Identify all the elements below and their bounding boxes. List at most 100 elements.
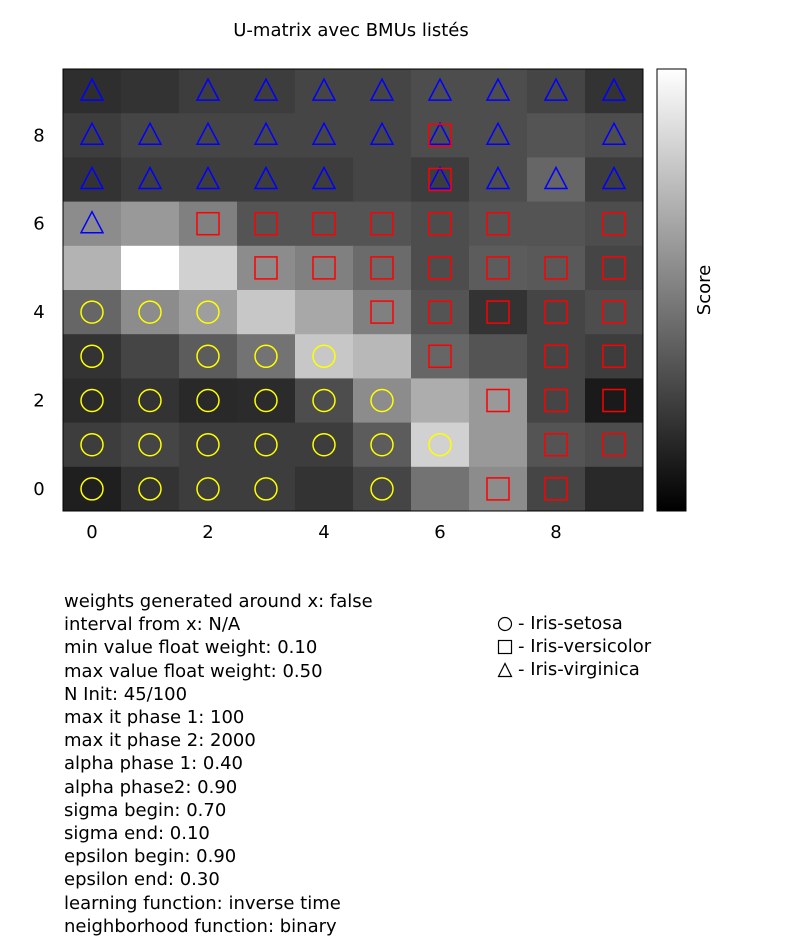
setosa-marker xyxy=(138,477,162,501)
virginica-marker xyxy=(601,165,627,190)
heatmap-cell xyxy=(527,290,586,335)
virginica-marker xyxy=(601,121,627,146)
heatmap-cell xyxy=(179,157,238,203)
versicolor-marker xyxy=(486,300,510,324)
heatmap-cell xyxy=(527,334,586,379)
heatmap-cell xyxy=(585,422,644,468)
heatmap-cell xyxy=(237,422,296,468)
colorbar-label: Score xyxy=(694,265,715,315)
setosa-marker xyxy=(254,477,278,501)
heatmap-cell xyxy=(295,69,354,114)
heatmap-cell xyxy=(585,157,644,203)
heatmap-cell xyxy=(411,69,470,114)
versicolor-marker xyxy=(312,256,336,280)
setosa-marker xyxy=(254,388,278,413)
heatmap-cell xyxy=(527,466,586,512)
heatmap-cell xyxy=(353,422,412,468)
heatmap-cell xyxy=(121,378,180,424)
setosa-marker xyxy=(312,344,336,369)
versicolor-marker xyxy=(602,211,626,236)
x-tick-label: 0 xyxy=(86,522,97,543)
heatmap-cell xyxy=(411,422,470,468)
versicolor-marker xyxy=(486,211,510,236)
versicolor-marker xyxy=(428,123,452,148)
heatmap-cell xyxy=(411,201,470,247)
parameter-line: alpha phase 1: 0.40 xyxy=(64,753,243,775)
heatmap-cell xyxy=(121,69,180,114)
heatmap-cell xyxy=(411,378,470,424)
heatmap-cell xyxy=(527,69,586,114)
heatmap-cell xyxy=(411,334,470,379)
setosa-marker xyxy=(80,388,104,413)
versicolor-marker xyxy=(602,300,626,324)
versicolor-marker xyxy=(196,211,220,236)
legend: - Iris-setosa - Iris-versicolor - Iris-vir… xyxy=(497,612,651,682)
versicolor-marker xyxy=(544,344,568,369)
virginica-marker xyxy=(543,77,569,101)
heatmap-cell xyxy=(237,157,296,203)
heatmap-cell xyxy=(411,157,470,203)
heatmap-cell xyxy=(121,201,180,247)
setosa-marker xyxy=(254,432,278,457)
virginica-marker xyxy=(369,77,395,101)
heatmap-cell xyxy=(353,334,412,379)
heatmap-cell xyxy=(295,113,354,158)
heatmap-cell xyxy=(295,334,354,379)
heatmap-cell xyxy=(585,378,644,424)
versicolor-marker xyxy=(370,300,394,324)
heatmap-cell xyxy=(469,245,528,291)
setosa-marker xyxy=(196,344,220,369)
legend-item-square: - Iris-versicolor xyxy=(497,635,651,658)
versicolor-marker xyxy=(486,388,510,413)
y-tick-label: 6 xyxy=(33,214,44,235)
setosa-marker xyxy=(80,477,104,501)
setosa-marker xyxy=(312,432,336,457)
heatmap-cell xyxy=(179,290,238,335)
heatmap-cell xyxy=(237,334,296,379)
heatmap-cell xyxy=(469,69,528,114)
setosa-marker xyxy=(80,300,104,324)
versicolor-marker xyxy=(602,344,626,369)
heatmap-cell xyxy=(179,334,238,379)
heatmap-cell xyxy=(237,466,296,512)
setosa-marker xyxy=(196,477,220,501)
heatmap-cell xyxy=(411,290,470,335)
heatmap-cell xyxy=(63,245,122,291)
heatmap-cell xyxy=(237,113,296,158)
legend-item-triangle: - Iris-virginica xyxy=(497,658,651,681)
virginica-marker xyxy=(195,77,221,101)
heatmap-cell xyxy=(469,334,528,379)
setosa-marker xyxy=(196,300,220,324)
heatmap-cell xyxy=(527,157,586,203)
heatmap-cell xyxy=(295,201,354,247)
setosa-marker xyxy=(196,388,220,413)
heatmap-cell xyxy=(295,466,354,512)
setosa-marker xyxy=(370,388,394,413)
colorbar xyxy=(656,68,687,512)
heatmap-cell xyxy=(179,113,238,158)
heatmap-cell xyxy=(585,113,644,158)
bmu-markers xyxy=(79,77,627,501)
heatmap-cell xyxy=(353,69,412,114)
parameters-list: weights generated around x: false interva… xyxy=(64,590,373,938)
heatmap-cell xyxy=(63,157,122,203)
heatmap-cell xyxy=(353,378,412,424)
parameter-line: epsilon begin: 0.90 xyxy=(64,846,237,868)
y-tick-label: 0 xyxy=(33,479,44,500)
legend-label: - Iris-virginica xyxy=(518,659,640,681)
heatmap-cell xyxy=(63,201,122,247)
circle-icon xyxy=(497,616,513,631)
heatmap-cell xyxy=(237,290,296,335)
heatmap-cell xyxy=(179,245,238,291)
heatmap-cell xyxy=(237,378,296,424)
heatmap-cell xyxy=(63,113,122,158)
parameter-line: weights generated around x: false xyxy=(64,591,373,612)
heatmap-cell xyxy=(121,245,180,291)
versicolor-marker xyxy=(254,256,278,280)
heatmap-cell xyxy=(527,422,586,468)
heatmap-cell xyxy=(469,466,528,512)
heatmap-cell xyxy=(179,201,238,247)
heatmap-cell xyxy=(469,113,528,158)
versicolor-marker xyxy=(428,211,452,236)
heatmap-cell xyxy=(353,201,412,247)
